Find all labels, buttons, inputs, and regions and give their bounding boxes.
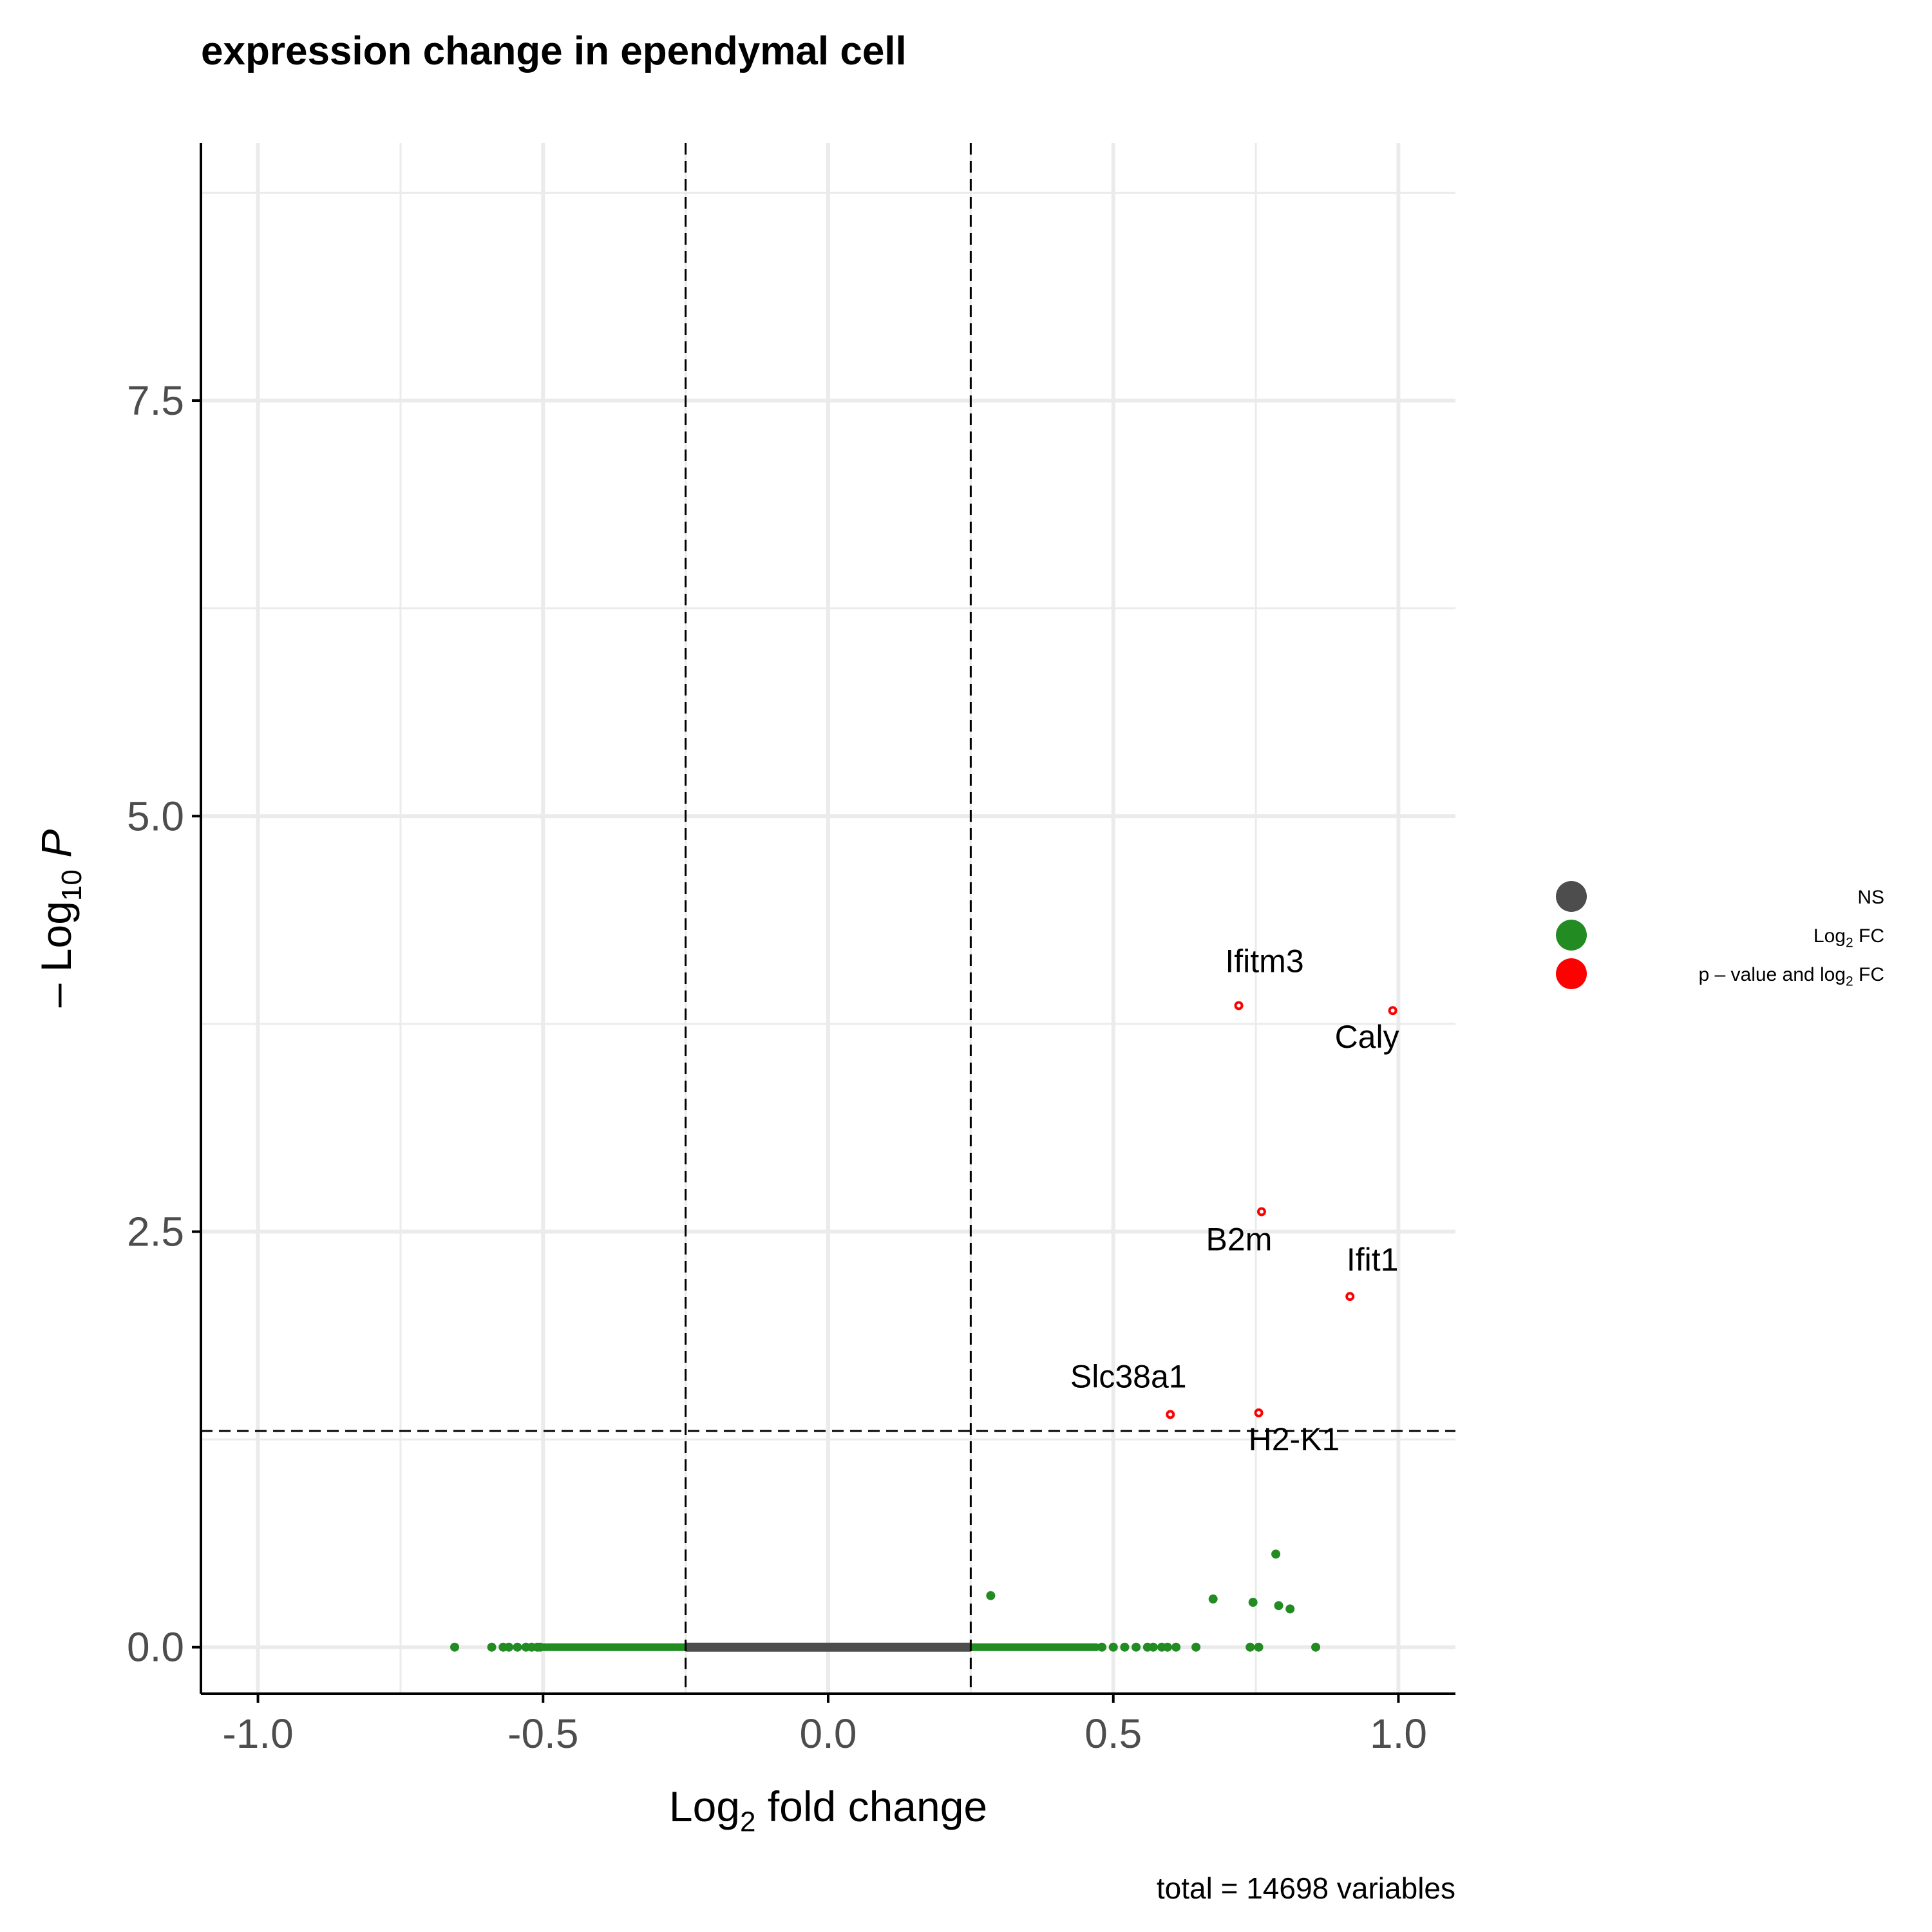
fc-point: [1245, 1642, 1255, 1652]
fc-point: [513, 1642, 522, 1652]
fc-point: [1274, 1601, 1283, 1611]
gene-labels: Ifitm3 Caly B2m Ifit1 Slc38a1 H2-K1: [1070, 943, 1399, 1457]
fc-point: [986, 1591, 996, 1600]
sig-point: [1256, 1207, 1266, 1217]
x-axis-ticks: -1.0 -0.5 0.0 0.5 1.0: [222, 1694, 1427, 1757]
fc-point: [1285, 1604, 1295, 1614]
fc-point: [1248, 1598, 1258, 1607]
y-tick-label: 0.0: [127, 1624, 184, 1671]
y-axis-label: – Log10 P: [32, 829, 88, 1007]
fc-point: [1208, 1594, 1218, 1604]
sig-point: [1254, 1408, 1264, 1417]
x-tick-label: 0.5: [1084, 1710, 1142, 1757]
fc-point: [504, 1642, 514, 1652]
fc-point: [1162, 1642, 1172, 1652]
x-axis-label: Log2 fold change: [669, 1783, 987, 1837]
x-tick-label: -1.0: [222, 1710, 293, 1757]
legend-key: [1556, 920, 1587, 951]
fc-point: [1108, 1642, 1118, 1652]
y-axis-ticks: 0.0 2.5 5.0 7.5: [127, 377, 201, 1671]
fc-point: [535, 1642, 545, 1652]
fc-point: [450, 1642, 460, 1652]
legend: NS Log2 FC p – value and log2 FC: [1556, 881, 1884, 989]
cutoff-lines: [201, 143, 1455, 1694]
x-tick-label: 1.0: [1370, 1710, 1427, 1757]
fc-point: [487, 1642, 497, 1652]
y-tick-label: 7.5: [127, 377, 184, 424]
fc-point: [1097, 1642, 1107, 1652]
grid-lines: [201, 143, 1455, 1694]
fc-point: [1271, 1549, 1281, 1559]
legend-label: NS: [1857, 887, 1884, 908]
sig-point: [1388, 1006, 1397, 1016]
y-tick-label: 5.0: [127, 793, 184, 839]
fc-point: [1254, 1642, 1264, 1652]
chart-title: expression change in ependymal cell: [201, 29, 907, 73]
legend-key: [1556, 881, 1587, 912]
sig-point: [1234, 1001, 1244, 1010]
legend-label: p – value and log2 FC: [1698, 964, 1884, 989]
fc-point: [1171, 1642, 1181, 1652]
y-tick-label: 2.5: [127, 1209, 184, 1255]
gene-label: Ifitm3: [1225, 943, 1303, 979]
x-tick-label: -0.5: [507, 1710, 578, 1757]
fc-point: [1132, 1642, 1141, 1652]
gene-label: Caly: [1335, 1019, 1399, 1055]
legend-label: Log2 FC: [1814, 925, 1884, 950]
gene-label: Slc38a1: [1070, 1358, 1187, 1394]
gene-label: H2-K1: [1249, 1421, 1340, 1457]
fc-point: [1311, 1642, 1321, 1652]
fc-point: [1191, 1642, 1201, 1652]
x-tick-label: 0.0: [800, 1710, 857, 1757]
sig-point: [1166, 1410, 1175, 1419]
sig-point: [1345, 1292, 1355, 1302]
legend-key: [1556, 958, 1587, 989]
data-points: [450, 1001, 1397, 1652]
chart-caption: total = 14698 variables: [1157, 1871, 1455, 1905]
fc-point: [1148, 1642, 1158, 1652]
gene-label: Ifit1: [1347, 1242, 1399, 1278]
fc-point: [1120, 1642, 1130, 1652]
gene-label: B2m: [1206, 1222, 1273, 1258]
